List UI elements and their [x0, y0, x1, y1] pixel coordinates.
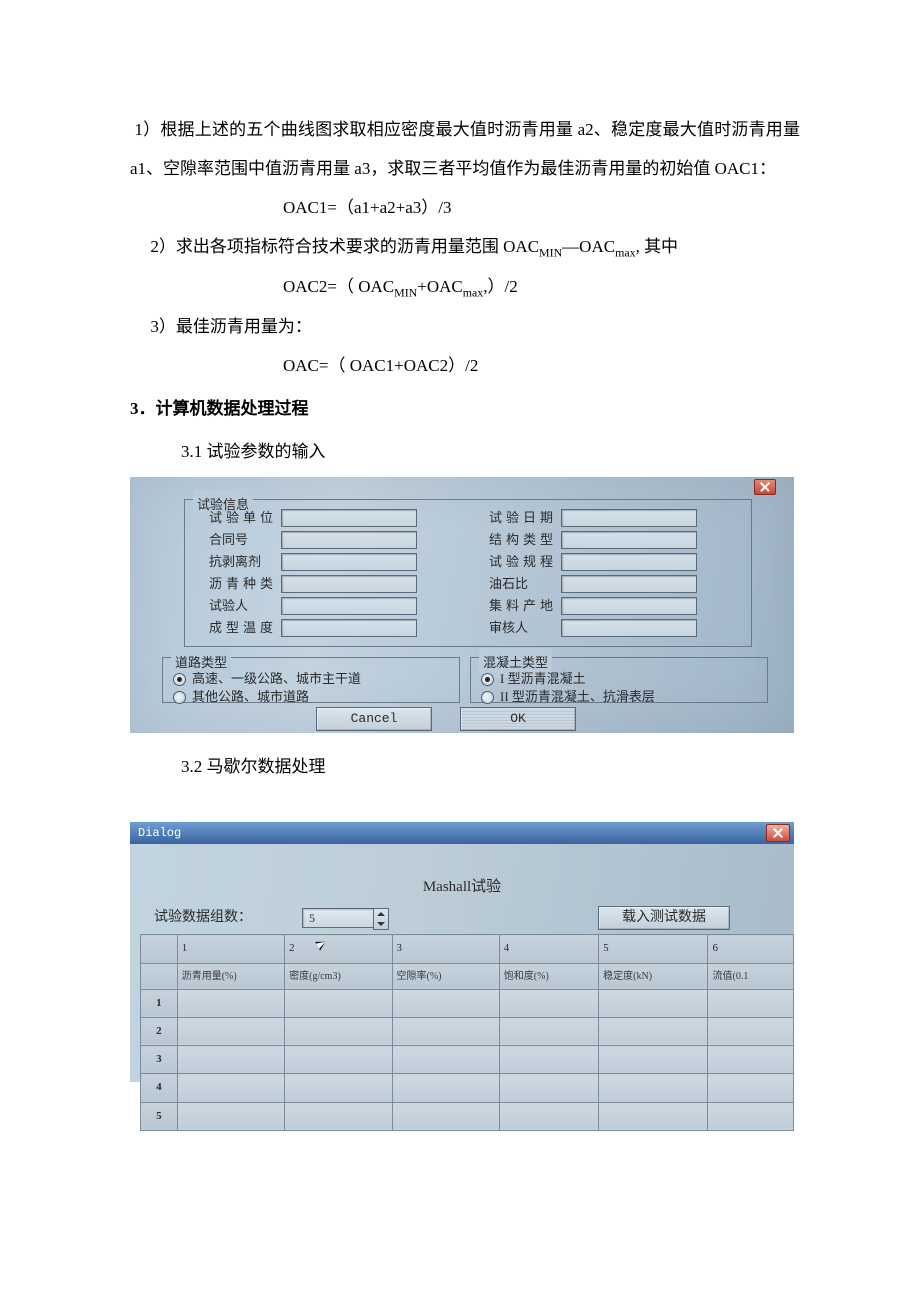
input-unit[interactable] — [281, 509, 417, 527]
col-num-6[interactable]: 6 — [708, 935, 794, 963]
table-row[interactable]: 3 — [141, 1046, 794, 1074]
col-num-2-text: 2 — [289, 942, 295, 954]
row-id: 2 — [141, 1017, 178, 1045]
sub-max2: max — [463, 285, 483, 299]
cursor-icon — [315, 938, 328, 951]
col-num-5[interactable]: 5 — [599, 935, 708, 963]
controls-row: 试验数据组数： 5 载入测试数据 — [154, 902, 770, 934]
label-reviewer: 审核人 — [489, 613, 561, 643]
row-id: 5 — [141, 1102, 178, 1130]
marshall-dialog: Dialog Mashall试验 试验数据组数： 5 载入测试数据 — [130, 822, 794, 1082]
p2-seg-a: 2）求出各项指标符合技术要求的沥青用量范围 OAC — [150, 237, 539, 256]
grid-corner — [141, 935, 178, 963]
groupbox-road: 道路类型 高速、一级公路、城市主干道 其他公路、城市道路 — [162, 657, 460, 703]
paragraph-1: 1）根据上述的五个曲线图求取相应密度最大值时沥青用量 a2、稳定度最大值时沥青用… — [130, 110, 800, 188]
input-asphalt[interactable] — [281, 575, 417, 593]
close-icon[interactable] — [766, 824, 790, 842]
load-data-button[interactable]: 载入测试数据 — [598, 906, 730, 930]
sub-max: max — [615, 246, 635, 260]
label-temp: 成型温度 — [209, 613, 281, 643]
spinner-arrows-icon[interactable] — [373, 908, 389, 930]
col-name-2: 密度(g/cm3) — [285, 963, 392, 989]
input-temp[interactable] — [281, 619, 417, 637]
groups-label: 试验数据组数： — [154, 902, 252, 934]
formula-oac: OAC=（ OAC1+OAC2）/2 — [283, 346, 800, 385]
section-3-1: 3.1 试验参数的输入 — [130, 432, 800, 471]
section-3-2: 3.2 马歇尔数据处理 — [130, 747, 800, 786]
sub-min: MIN — [539, 246, 562, 260]
groups-spinner[interactable]: 5 — [302, 908, 374, 928]
col-num-3[interactable]: 3 — [392, 935, 499, 963]
col-num-1[interactable]: 1 — [177, 935, 284, 963]
groupbox-concrete: 混凝土类型 I 型沥青混凝土 II 型沥青混凝土、抗滑表层 — [470, 657, 768, 703]
f2-seg-b: +OAC — [417, 277, 462, 296]
groupbox-info: 试验信息 试验单位 合同号 抗剥离剂 沥青种类 试验人 成型温度 试验日期 结构… — [184, 499, 752, 647]
input-reviewer[interactable] — [561, 619, 697, 637]
input-contract[interactable] — [281, 531, 417, 549]
input-date[interactable] — [561, 509, 697, 527]
section-3-heading: 3．计算机数据处理过程 — [130, 389, 800, 428]
paragraph-3: 3）最佳沥青用量为： — [130, 307, 800, 346]
input-spec[interactable] — [561, 553, 697, 571]
radio-road-2[interactable]: 其他公路、城市道路 — [173, 682, 309, 712]
input-struct[interactable] — [561, 531, 697, 549]
document-page: 1）根据上述的五个曲线图求取相应密度最大值时沥青用量 a2、稳定度最大值时沥青用… — [0, 0, 920, 1156]
marshall-heading: Mashall试验 — [130, 870, 794, 905]
col-name-1: 沥青用量(%) — [177, 963, 284, 989]
p2-seg-c: , 其中 — [636, 237, 679, 256]
close-icon[interactable] — [754, 479, 776, 495]
paragraph-2: 2）求出各项指标符合技术要求的沥青用量范围 OACMIN—OACmax, 其中 — [130, 227, 800, 267]
screenshot-params-dialog: 试验信息 试验单位 合同号 抗剥离剂 沥青种类 试验人 成型温度 试验日期 结构… — [130, 477, 798, 733]
col-num-2[interactable]: 2 — [285, 935, 392, 963]
f2-seg-a: OAC2=（ OAC — [283, 277, 394, 296]
col-num-4[interactable]: 4 — [499, 935, 598, 963]
p2-seg-b: —OAC — [562, 237, 615, 256]
params-dialog: 试验信息 试验单位 合同号 抗剥离剂 沥青种类 试验人 成型温度 试验日期 结构… — [130, 477, 794, 733]
radio-icon — [481, 691, 494, 704]
grid-corner2 — [141, 963, 178, 989]
f2-seg-c: ,）/2 — [483, 277, 517, 296]
col-name-6: 流值(0.1 — [708, 963, 794, 989]
row-id: 4 — [141, 1074, 178, 1102]
radio-icon — [173, 691, 186, 704]
input-anti[interactable] — [281, 553, 417, 571]
table-row[interactable]: 5 — [141, 1102, 794, 1130]
radio-road-2-label: 其他公路、城市道路 — [192, 682, 309, 712]
data-grid[interactable]: 1 2 3 4 5 6 沥青用量(%) 密度(g/cm3) — [140, 934, 794, 1131]
ok-button[interactable]: OK — [460, 707, 576, 731]
cancel-button[interactable]: Cancel — [316, 707, 432, 731]
input-tester[interactable] — [281, 597, 417, 615]
dialog-title-text: Dialog — [138, 826, 181, 840]
formula-oac1: OAC1=（a1+a2+a3）/3 — [283, 188, 800, 227]
input-origin[interactable] — [561, 597, 697, 615]
table-row[interactable]: 1 — [141, 989, 794, 1017]
input-ratio[interactable] — [561, 575, 697, 593]
table-row[interactable]: 4 — [141, 1074, 794, 1102]
col-name-3: 空隙率(%) — [392, 963, 499, 989]
row-id: 3 — [141, 1046, 178, 1074]
col-name-4: 饱和度(%) — [499, 963, 598, 989]
sub-min2: MIN — [394, 285, 417, 299]
formula-oac2: OAC2=（ OACMIN+OACmax,）/2 — [283, 267, 800, 307]
dialog-titlebar: Dialog — [130, 822, 794, 844]
row-id: 1 — [141, 989, 178, 1017]
groups-value: 5 — [309, 911, 315, 925]
table-row[interactable]: 2 — [141, 1017, 794, 1045]
col-name-5: 稳定度(kN) — [599, 963, 708, 989]
screenshot-marshall-dialog: Dialog Mashall试验 试验数据组数： 5 载入测试数据 — [130, 822, 798, 1082]
